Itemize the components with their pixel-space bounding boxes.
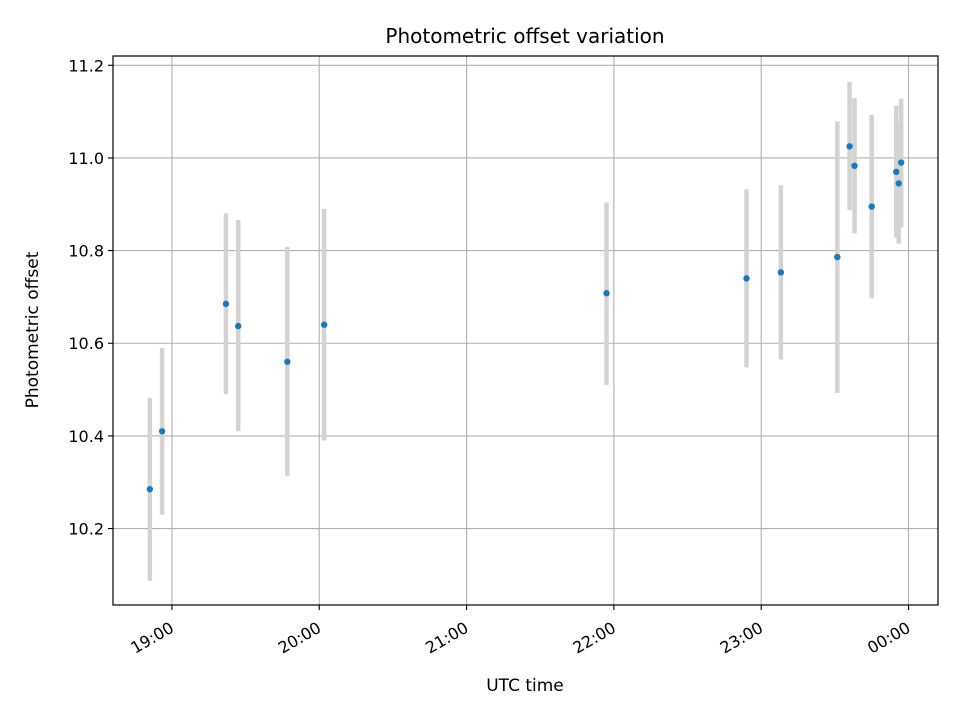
data-point <box>284 358 291 365</box>
data-point <box>834 253 841 261</box>
data-point <box>893 168 900 176</box>
data-point <box>320 321 328 328</box>
chart-title: Photometric offset variation <box>385 24 664 48</box>
y-tick-label: 10.8 <box>68 242 104 261</box>
y-tick-label: 10.4 <box>68 427 104 446</box>
y-tick-label: 10.6 <box>68 334 104 353</box>
y-tick-label: 10.2 <box>68 520 104 539</box>
data-point <box>743 275 750 282</box>
x-axis-title: UTC time <box>486 676 564 696</box>
data-points <box>146 143 905 493</box>
data-point <box>158 428 166 435</box>
data-point <box>868 203 875 210</box>
plot-frame <box>112 55 939 606</box>
data-point <box>603 290 610 297</box>
data-point <box>222 300 230 308</box>
y-tick-label: 11.0 <box>68 149 104 168</box>
data-point <box>846 143 853 150</box>
y-axis-title: Photometric offset <box>23 251 43 408</box>
data-point <box>895 180 902 187</box>
grid <box>113 56 938 605</box>
data-point <box>897 159 905 166</box>
data-point <box>235 322 242 330</box>
data-point <box>777 269 785 276</box>
y-tick-label: 11.2 <box>68 56 104 75</box>
data-point <box>851 162 858 169</box>
data-point <box>146 485 154 493</box>
